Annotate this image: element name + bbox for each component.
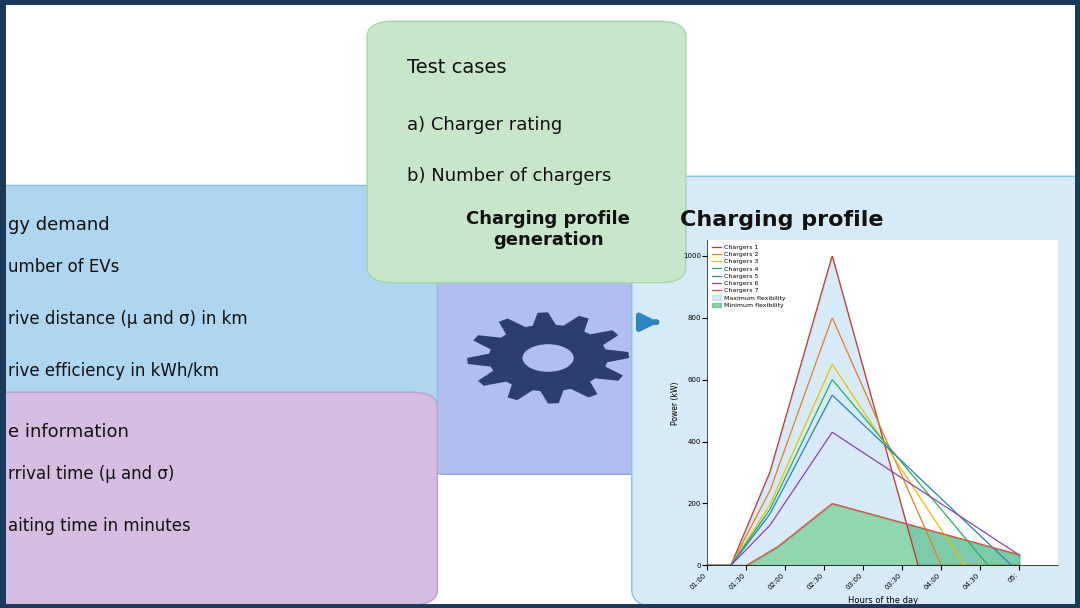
Text: rive distance (μ and σ) in km: rive distance (μ and σ) in km	[8, 310, 247, 328]
FancyBboxPatch shape	[632, 176, 1080, 608]
Text: Test cases: Test cases	[407, 58, 507, 77]
FancyBboxPatch shape	[405, 170, 691, 474]
FancyBboxPatch shape	[0, 185, 437, 416]
Circle shape	[521, 343, 575, 373]
Text: umber of EVs: umber of EVs	[8, 258, 119, 277]
Text: e information: e information	[8, 423, 129, 441]
Text: gy demand: gy demand	[8, 216, 109, 234]
Polygon shape	[467, 313, 629, 404]
Text: a) Charger rating: a) Charger rating	[407, 116, 563, 134]
Text: Charging profile: Charging profile	[680, 210, 883, 230]
Text: Charging profile
generation: Charging profile generation	[467, 210, 630, 249]
Text: rrival time (μ and σ): rrival time (μ and σ)	[8, 465, 174, 483]
Polygon shape	[383, 195, 670, 268]
FancyBboxPatch shape	[367, 21, 686, 283]
Text: aiting time in minutes: aiting time in minutes	[8, 517, 190, 535]
Polygon shape	[0, 201, 459, 590]
Text: b) Number of chargers: b) Number of chargers	[407, 167, 611, 185]
Text: rive efficiency in kWh/km: rive efficiency in kWh/km	[8, 362, 218, 380]
FancyBboxPatch shape	[0, 392, 437, 605]
